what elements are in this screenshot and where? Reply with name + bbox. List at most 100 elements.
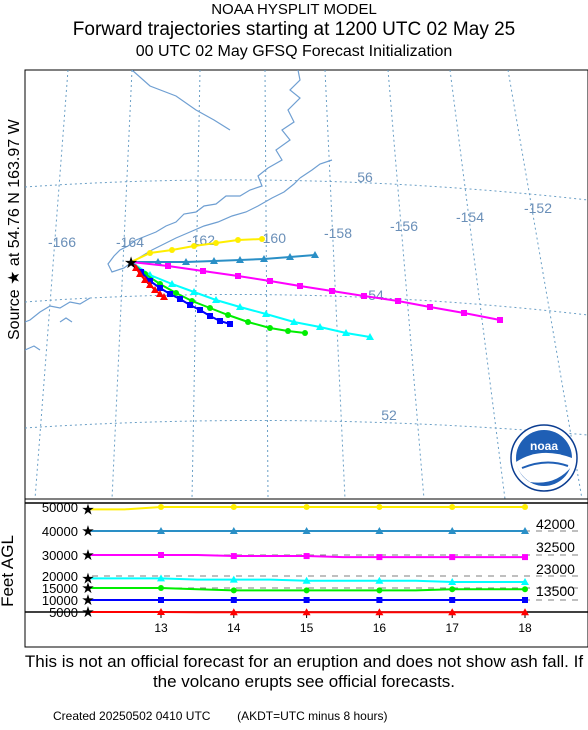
noaa-logo: noaa [510,424,578,492]
map-trajectory-marker [236,256,244,263]
height-series-marker [521,578,529,585]
map-trajectory-marker [177,296,183,302]
map-trajectory-marker [212,296,220,303]
map-trajectory-marker [262,310,270,317]
height-series-marker [302,576,311,584]
y-axis-label: Feet AGL [0,535,17,607]
source-star-icon: ★ [81,592,94,609]
right-level-label: 23000 [536,561,575,577]
height-series-marker [522,597,528,603]
height-series-marker [302,527,311,534]
map-trajectory-marker [136,270,144,277]
map-trajectory-marker [173,290,179,296]
map-trajectory-marker [286,253,294,260]
map-trajectory-line [130,261,501,321]
map-trajectory-marker [210,257,218,264]
right-level-label: 13500 [536,583,575,599]
map-trajectory-marker [146,281,154,288]
height-series-marker [303,504,310,510]
map-trajectory-marker [342,329,350,336]
map-trajectory-marker [497,317,503,323]
map-trajectory-marker [197,307,203,313]
height-series-marker [522,586,528,593]
height-series-marker [448,578,457,585]
height-series-marker [521,527,529,534]
height-series-marker [230,587,237,594]
height-series-marker [448,608,457,616]
source-star-icon: ★ [81,570,94,587]
map-trajectory-marker [169,247,175,253]
x-tick-label: 18 [518,621,532,635]
map-trajectory-marker [316,323,324,330]
right-level-label: 42000 [536,516,575,532]
map-trajectory-marker [141,276,149,283]
latitude-label: 54 [368,287,384,303]
map-trajectory-marker [207,313,213,319]
map-frame [24,69,588,500]
height-series-marker [229,527,238,534]
map-trajectory-marker [236,303,244,310]
height-series-marker [449,586,456,593]
source-star-icon: ★ [81,547,94,564]
map-trajectory-marker [290,318,298,325]
height-series-marker [229,575,238,583]
map-trajectory-marker [160,293,168,300]
height-series-marker [449,504,456,510]
model-title: NOAA HYSPLIT MODEL [211,1,377,18]
map-trajectory-marker [207,305,213,311]
height-series-marker [521,608,529,616]
map-trajectory-marker [427,304,433,310]
disclaimer-text: This is not an official forecast for an … [24,652,584,691]
height-series-marker [376,587,383,594]
y-tick-label: 5000 [49,605,78,620]
map-trajectory-marker [157,285,163,291]
height-series-marker [229,608,238,616]
source-location-label: Source ★ at 54.76 N 163.97 W [6,119,23,340]
height-series-marker [302,608,311,616]
map-trajectory-marker [267,278,273,284]
map-trajectory-marker [311,251,319,258]
y-tick-label: 50000 [42,500,78,515]
y-tick-label: 30000 [42,548,78,563]
map-trajectory-marker [235,273,241,279]
x-tick-label: 15 [300,621,314,635]
map-trajectory-marker [225,312,231,318]
latitude-label: 52 [381,407,397,423]
map-trajectory-marker [227,321,233,327]
height-series-marker [158,552,164,558]
forecast-init-subtitle: 00 UTC 02 May GFSQ Forecast Initializati… [135,43,453,60]
longitude-label: -154 [456,209,484,225]
map-trajectory-marker [395,298,401,304]
map-trajectory-marker [182,258,190,265]
map-trajectory-marker [191,243,197,249]
created-timestamp: Created 20250502 0410 UTC [53,709,211,723]
height-series-marker [376,554,383,561]
map-trajectory-marker [361,293,367,299]
map-trajectory-marker [259,236,265,242]
y-tick-label: 40000 [42,524,78,539]
map-trajectory-marker [213,240,219,246]
height-series-marker [449,554,456,561]
height-series-marker [522,554,528,561]
map-trajectory-marker [156,290,164,297]
map-trajectory-marker [151,286,159,293]
longitude-label: -160 [258,230,286,246]
height-series-marker [376,504,383,510]
map-trajectory-marker [297,283,303,289]
x-tick-label: 14 [227,621,241,635]
longitude-label: -166 [48,234,76,250]
noaa-logo-text: noaa [530,439,558,453]
height-series-marker [230,553,237,560]
longitude-label: -152 [524,200,552,216]
height-series-marker [376,597,383,603]
timezone-note: (AKDT=UTC minus 8 hours) [237,709,388,723]
map-trajectory-marker [154,258,162,265]
map-trajectory-marker [167,291,173,297]
height-chart-frame [24,498,588,648]
source-star-icon: ★ [81,501,94,518]
map-trajectory-marker [302,330,308,336]
source-star-icon: ★ [81,523,94,540]
height-series-marker [157,608,165,615]
trajectory-title: Forward trajectories starting at 1200 UT… [72,19,516,40]
